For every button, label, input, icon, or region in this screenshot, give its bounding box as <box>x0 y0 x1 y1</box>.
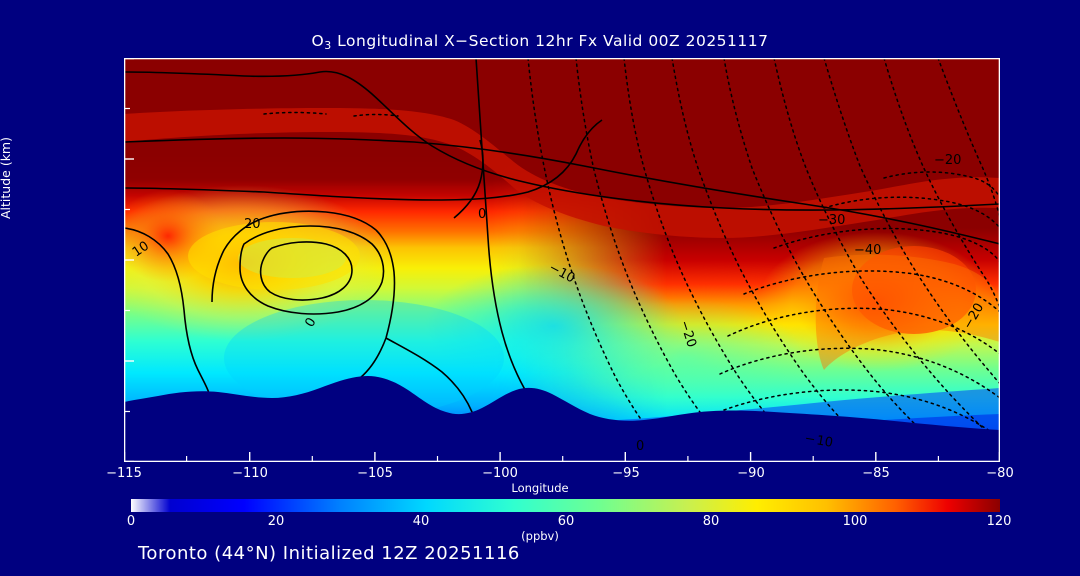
contour-solid-c <box>124 119 603 201</box>
colorbar <box>131 499 1000 512</box>
colorbar-tick-60: 60 <box>557 514 575 529</box>
contour-solid-0-upper <box>453 139 484 219</box>
contour-dotted-m20-a <box>671 58 875 453</box>
contour-dotted-m10-b <box>575 58 735 455</box>
colorbar-tick-100: 100 <box>842 514 868 529</box>
contour-dotted-lower-c <box>723 389 1000 439</box>
contour-dotted-m20-b <box>723 58 941 449</box>
colorbar-tick-20: 20 <box>267 514 285 529</box>
contour-label-m30: −30 <box>818 213 845 228</box>
contour-label-0-surface: 0 <box>636 439 644 454</box>
x-tick-80: −80 <box>986 466 1014 481</box>
strat-transition-band <box>124 108 1000 238</box>
colorbar-units: (ppbv) <box>521 529 559 543</box>
contour-dotted-m40-fold <box>883 171 1000 199</box>
contour-20-inner <box>259 241 353 301</box>
x-tick-110: −110 <box>232 466 268 481</box>
y-major-ticks <box>124 58 134 462</box>
contour-dotted-m30-fold <box>823 196 1000 229</box>
x-tick-85: −85 <box>862 466 890 481</box>
contour-label-m20-upper: −20 <box>934 153 961 168</box>
x-axis-title: Longitude <box>511 481 569 495</box>
contour-20-outer <box>211 210 377 303</box>
terrain-mask <box>124 376 1000 462</box>
contour-dotted-upper-frag <box>263 111 327 115</box>
x-tick-115: −115 <box>106 466 142 481</box>
stratosphere-cap <box>124 58 1000 208</box>
x-minor-ticks <box>185 456 940 462</box>
cool-pocket-east <box>564 298 804 418</box>
ozone-cross-section: 10 20 0 0 0 −10 −20 −10 −20 −30 −40 −20 <box>124 58 1000 462</box>
x-tick-105: −105 <box>357 466 393 481</box>
field-layer: 10 20 0 0 0 −10 −20 −10 −20 −30 −40 −20 <box>124 58 1000 462</box>
colorbar-tick-0: 0 <box>126 514 136 529</box>
contour-dotted-m20-fold-b <box>743 270 1000 313</box>
y-axis-title: Altitude (km) <box>0 137 13 219</box>
contour-solid-10-west <box>124 227 213 405</box>
contour-20-mid <box>239 225 385 315</box>
x-tick-100: −100 <box>482 466 518 481</box>
cool-pocket-west <box>224 300 504 416</box>
title-subscript: 3 <box>324 39 332 52</box>
contour-dotted-group <box>263 58 1000 459</box>
contour-label-m10-surface: −10 <box>803 431 834 451</box>
contour-dotted-lower-b <box>719 347 1000 399</box>
y-minor-ticks <box>124 107 130 413</box>
plot-area: 10 20 0 0 0 −10 −20 −10 −20 −30 −40 −20 <box>124 58 1000 462</box>
x-major-ticks <box>124 452 1000 462</box>
contour-dotted-lower-a <box>727 307 1000 355</box>
contour-solid-b <box>124 137 1000 245</box>
contour-solid-a <box>124 70 1000 211</box>
fold-inner-core <box>238 238 346 278</box>
contour-dotted-m10-a <box>527 58 669 455</box>
colorbar-tick-120: 120 <box>986 514 1012 529</box>
footer-caption: Toronto (44°N) Initialized 12Z 20251116 <box>138 543 520 564</box>
title-species: O <box>311 32 325 50</box>
contour-dotted-m40-a <box>937 58 1000 219</box>
contour-solid-0-descend <box>385 337 473 413</box>
axis-frame <box>124 58 1000 462</box>
contour-dotted-m20-c <box>773 58 1000 445</box>
title-text: Longitudinal X−Section 12hr Fx Valid 00Z… <box>331 32 769 50</box>
x-tick-90: −90 <box>737 466 765 481</box>
intrusion-core-east <box>852 246 976 334</box>
x-tick-95: −95 <box>612 466 640 481</box>
colorbar-tick-40: 40 <box>412 514 430 529</box>
contour-label-m40: −40 <box>854 243 881 258</box>
colorbar-gradient <box>131 499 1000 512</box>
contour-solid-10-east <box>375 229 396 339</box>
contour-label-20: 20 <box>244 217 261 232</box>
chart-title: O3 Longitudinal X−Section 12hr Fx Valid … <box>0 32 1080 52</box>
colorbar-tick-80: 80 <box>702 514 720 529</box>
contour-dotted-m30-b <box>883 58 1000 309</box>
contour-label-0-mid: 0 <box>478 207 486 222</box>
intrusion-tongue <box>815 254 1000 370</box>
